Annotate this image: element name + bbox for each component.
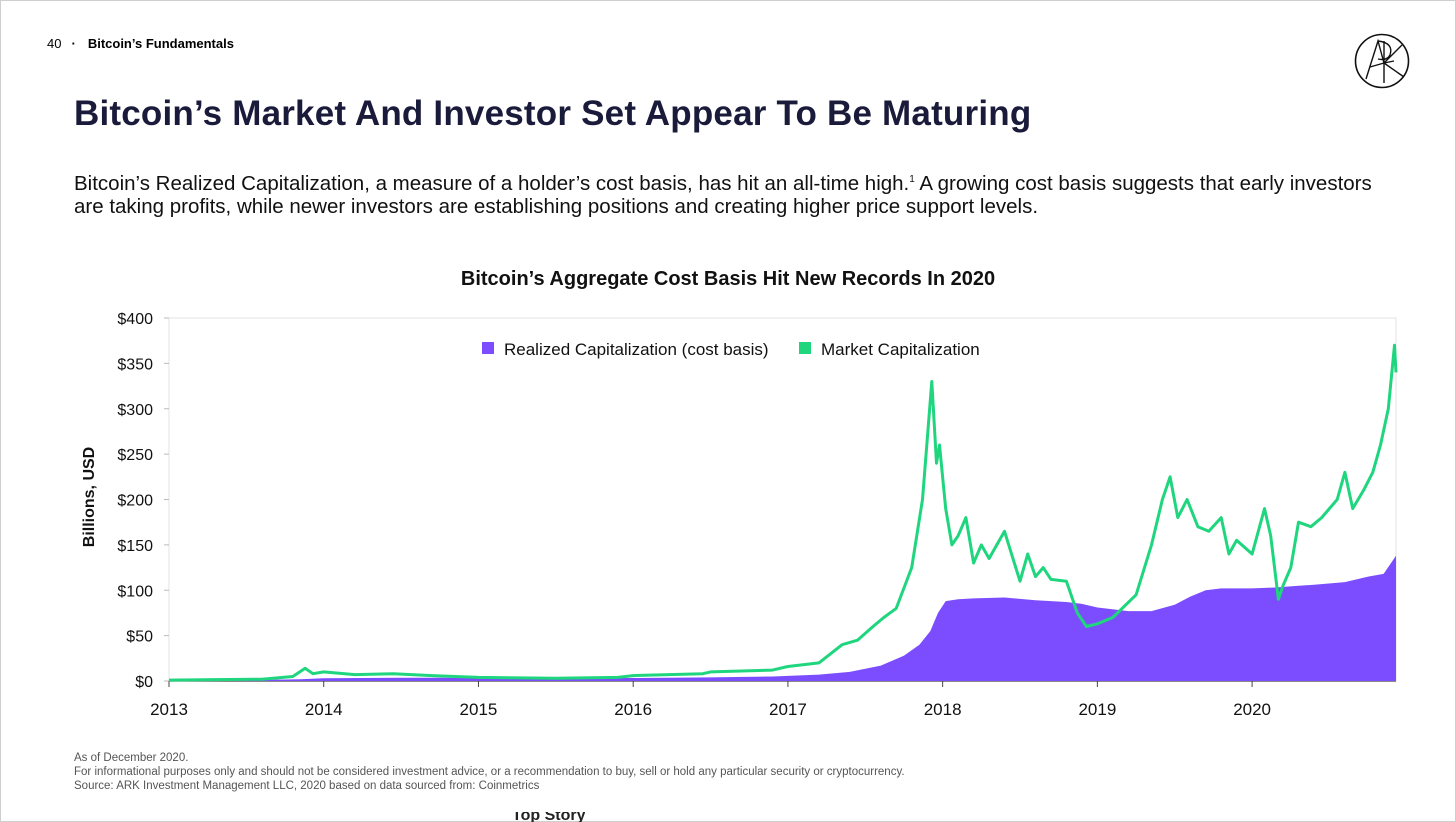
section-title: Bitcoin’s Fundamentals	[87, 36, 234, 51]
footnote-source: Source: ARK Investment Management LLC, 2…	[74, 780, 540, 792]
header-separator: ·	[71, 36, 76, 51]
cutoff-text: Top Story	[512, 812, 586, 822]
ark-logo-icon	[1354, 33, 1410, 89]
slide-body-text: Bitcoin’s Realized Capitalization, a mea…	[74, 168, 1404, 218]
footnote-mark: 1	[909, 174, 915, 185]
body-text-part1: Bitcoin’s Realized Capitalization, a mea…	[74, 171, 910, 195]
slide-title: Bitcoin’s Market And Investor Set Appear…	[74, 94, 1032, 133]
body-text-part2: A growing cost basis suggests that early…	[74, 171, 1372, 218]
chart-title: Bitcoin’s Aggregate Cost Basis Hit New R…	[460, 268, 996, 290]
footnote-disclaimer: For informational purposes only and shou…	[74, 766, 905, 778]
page-number: 40	[47, 36, 62, 51]
slide-header: 40 · Bitcoin’s Fundamentals	[47, 36, 234, 51]
footnotes: As of December 2020. For informational p…	[74, 751, 905, 793]
footnote-date: As of December 2020.	[74, 752, 189, 764]
